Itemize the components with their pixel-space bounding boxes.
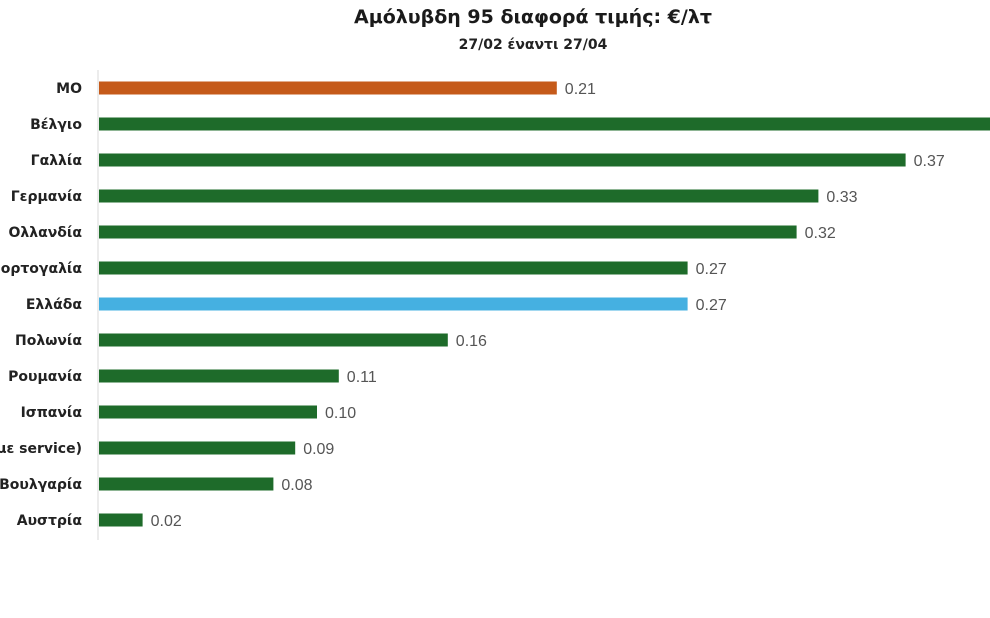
chart-title: Αμόλυβδη 95 διαφορά τιμής: €/λτ [354, 6, 712, 28]
bar [99, 261, 688, 275]
bar [99, 225, 797, 239]
data-label: 0.08 [281, 477, 312, 494]
data-label: 0.10 [325, 405, 356, 422]
bar [99, 405, 317, 419]
category-label: Ισπανία [21, 405, 83, 421]
category-label: ΜΟ [56, 81, 82, 97]
bar [99, 81, 557, 95]
data-label: 0.37 [914, 153, 945, 170]
bar [99, 333, 448, 347]
data-label: 0.32 [805, 225, 836, 242]
category-label: με service) [0, 441, 82, 457]
bar [99, 153, 906, 167]
category-label: Ελλάδα [26, 297, 83, 313]
category-label: Γαλλία [31, 153, 83, 169]
bar [99, 441, 296, 455]
category-label: ορτογαλία [1, 261, 83, 277]
data-label: 0.11 [347, 369, 377, 386]
bar [99, 513, 143, 527]
bar [99, 369, 339, 383]
category-label: Γερμανία [11, 189, 83, 205]
data-label: 0.02 [151, 513, 182, 530]
category-label: Βέλγιο [30, 117, 82, 133]
data-label: 0.33 [826, 189, 857, 206]
data-label: 0.27 [696, 261, 727, 278]
bar [99, 297, 688, 311]
bar [99, 477, 274, 491]
data-label: 0.16 [456, 333, 487, 350]
category-label: Αυστρία [17, 513, 83, 529]
category-label: Ολλανδία [9, 225, 83, 241]
data-label: 0.09 [303, 441, 334, 458]
chart-subtitle: 27/02 έναντι 27/04 [458, 37, 608, 53]
category-label: Ρουμανία [8, 369, 82, 385]
category-label: Πολωνία [15, 333, 82, 349]
bar [99, 189, 819, 203]
data-label: 0.27 [696, 297, 727, 314]
category-label: Βουλγαρία [0, 477, 82, 493]
data-label: 0.21 [565, 81, 596, 98]
bar [99, 117, 990, 131]
